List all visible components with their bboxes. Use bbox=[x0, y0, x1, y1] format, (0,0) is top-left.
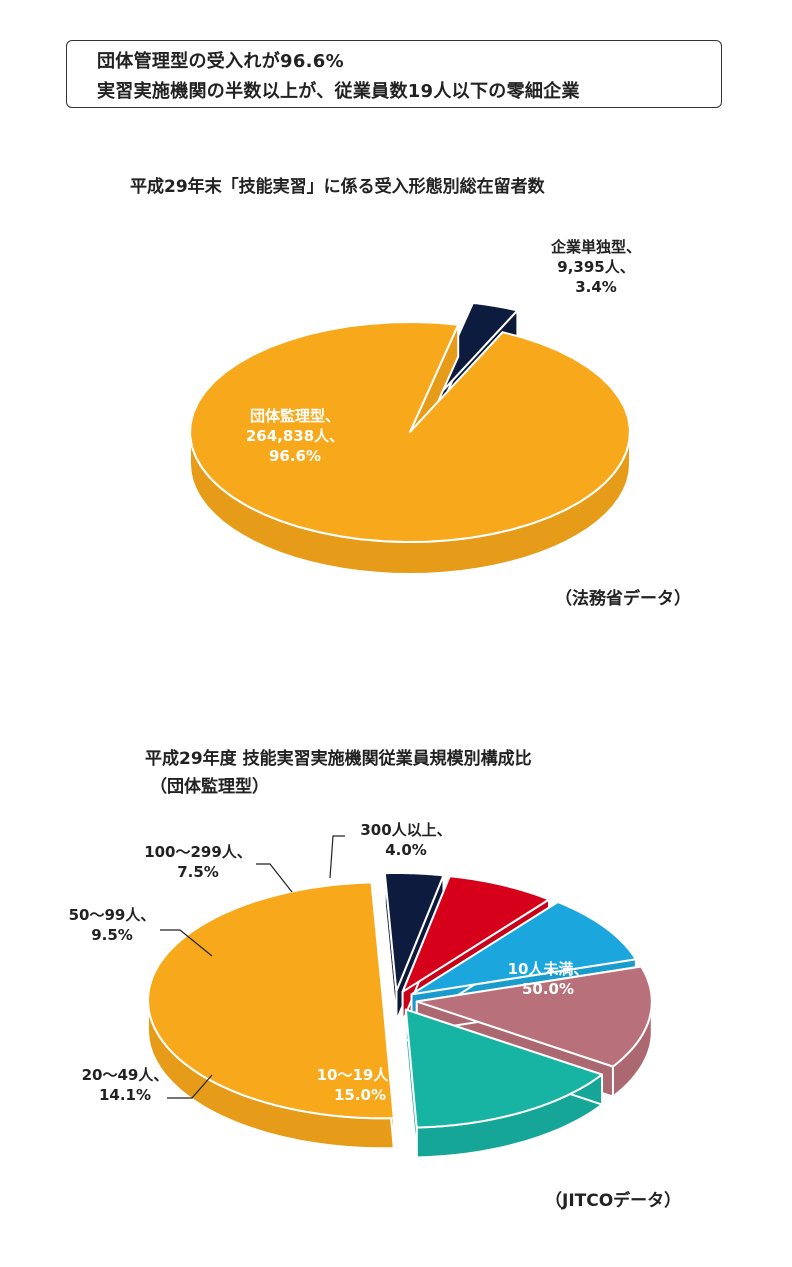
chart2-label-1: 10～19人、 15.0% bbox=[317, 1066, 404, 1104]
chart2-label-3: 50～99人、 9.5% bbox=[69, 906, 156, 944]
chart1-source: （法務省データ） bbox=[555, 589, 691, 609]
chart2-slice-0 bbox=[147, 881, 395, 1150]
chart2-source: （JITCOデータ） bbox=[545, 1191, 682, 1211]
chart2-subtitle: （団体監理型） bbox=[150, 777, 269, 797]
chart2-title: 平成29年度 技能実習実施機関従業員規模別構成比 bbox=[145, 749, 532, 769]
chart1-title: 平成29年末「技能実習」に係る受入形態別総在留者数 bbox=[130, 177, 545, 197]
chart2-leader-2 bbox=[167, 1074, 213, 1099]
chart2-leader-3 bbox=[160, 929, 213, 957]
chart1-label-0: 団体監理型、 264,838人、 96.6% bbox=[246, 407, 344, 465]
chart1-slice-0 bbox=[189, 321, 631, 575]
chart2-slice-1 bbox=[404, 1008, 604, 1159]
chart2-leader-5 bbox=[329, 835, 345, 879]
headline-line-1: 団体管理型の受入れが96.6% bbox=[97, 51, 344, 72]
chart1-label-1: 企業単独型、 9,395人、 3.4% bbox=[550, 238, 641, 296]
chart2-label-5: 300人以上、 4.0% bbox=[360, 821, 451, 859]
chart2-leader-4 bbox=[256, 863, 293, 893]
headline-line-2: 実習実施機関の半数以上が、従業員数19人以下の零細企業 bbox=[97, 81, 580, 102]
chart2-label-4: 100～299人、 7.5% bbox=[144, 843, 252, 881]
chart2-label-0: 10人未満、 50.0% bbox=[508, 960, 589, 998]
chart2-label-2: 20～49人、 14.1% bbox=[82, 1066, 169, 1104]
headline-box: 団体管理型の受入れが96.6% 実習実施機関の半数以上が、従業員数19人以下の零… bbox=[66, 40, 722, 108]
